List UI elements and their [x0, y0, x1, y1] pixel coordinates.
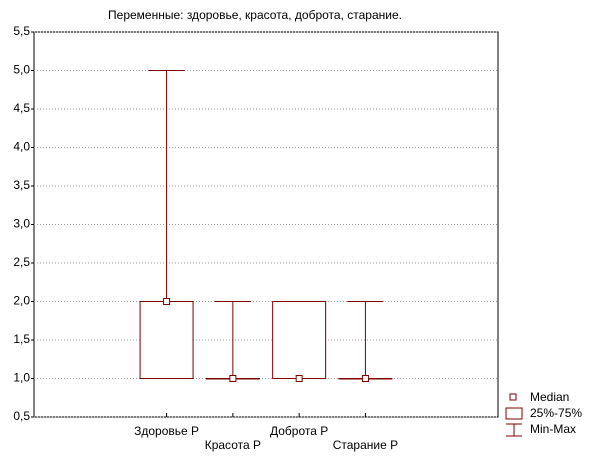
y-tick-label: 4,5 [13, 101, 30, 115]
y-tick-label: 5,5 [13, 24, 30, 38]
median [295, 375, 303, 382]
x-tick-label: Доброта Р [270, 424, 328, 438]
legend-box-icon [505, 407, 523, 420]
median [229, 375, 237, 382]
y-tick-label: 1,0 [13, 371, 30, 385]
legend-label: Min-Max [530, 422, 576, 436]
legend-median-icon [509, 393, 517, 401]
median [361, 375, 369, 382]
box [272, 301, 327, 379]
y-tick-label: 1,5 [13, 332, 30, 346]
y-tick-label: 0,5 [13, 409, 30, 423]
y-tick-label: 4,0 [13, 140, 30, 154]
y-tick-label: 5,0 [13, 63, 30, 77]
x-tick-label: Красота Р [205, 438, 261, 452]
legend-label: Median [530, 390, 569, 404]
y-tick-label: 3,0 [13, 217, 30, 231]
legend-label: 25%-75% [530, 406, 582, 420]
median [163, 298, 171, 305]
x-tick-label: Старание Р [333, 438, 398, 452]
y-tick-label: 2,5 [13, 255, 30, 269]
y-tick-label: 2,0 [13, 294, 30, 308]
box [139, 301, 194, 379]
x-tick-label: Здоровье Р [134, 424, 199, 438]
chart-title: Переменные: здоровье, красота, доброта, … [108, 8, 402, 22]
y-tick-label: 3,5 [13, 178, 30, 192]
